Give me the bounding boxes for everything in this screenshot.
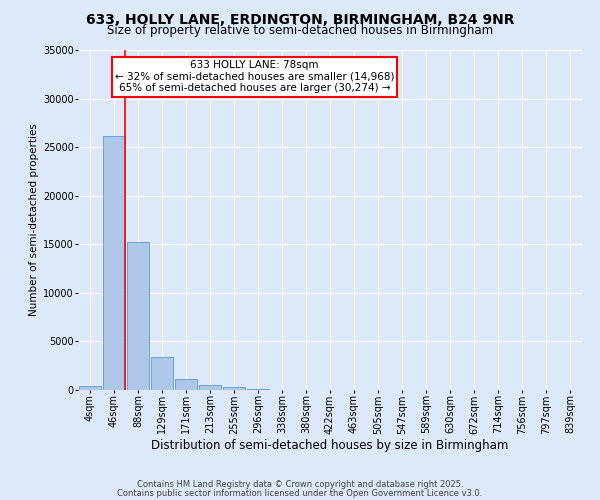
Text: 633 HOLLY LANE: 78sqm
← 32% of semi-detached houses are smaller (14,968)
65% of : 633 HOLLY LANE: 78sqm ← 32% of semi-deta…	[115, 60, 394, 94]
Text: 633, HOLLY LANE, ERDINGTON, BIRMINGHAM, B24 9NR: 633, HOLLY LANE, ERDINGTON, BIRMINGHAM, …	[86, 12, 514, 26]
Bar	[79, 386, 101, 390]
Bar	[151, 357, 173, 390]
Bar	[127, 242, 149, 390]
Title: 633, HOLLY LANE, ERDINGTON, BIRMINGHAM, B24 9NR
Size of property relative to sem: 633, HOLLY LANE, ERDINGTON, BIRMINGHAM, …	[0, 499, 1, 500]
Text: Contains HM Land Registry data © Crown copyright and database right 2025.: Contains HM Land Registry data © Crown c…	[137, 480, 463, 489]
X-axis label: Distribution of semi-detached houses by size in Birmingham: Distribution of semi-detached houses by …	[151, 439, 509, 452]
Y-axis label: Number of semi-detached properties: Number of semi-detached properties	[29, 124, 39, 316]
Text: Contains public sector information licensed under the Open Government Licence v3: Contains public sector information licen…	[118, 488, 482, 498]
Text: Size of property relative to semi-detached houses in Birmingham: Size of property relative to semi-detach…	[107, 24, 493, 37]
Bar	[175, 380, 197, 390]
Bar	[199, 384, 221, 390]
Bar	[223, 386, 245, 390]
Bar	[103, 136, 125, 390]
Bar	[247, 389, 269, 390]
